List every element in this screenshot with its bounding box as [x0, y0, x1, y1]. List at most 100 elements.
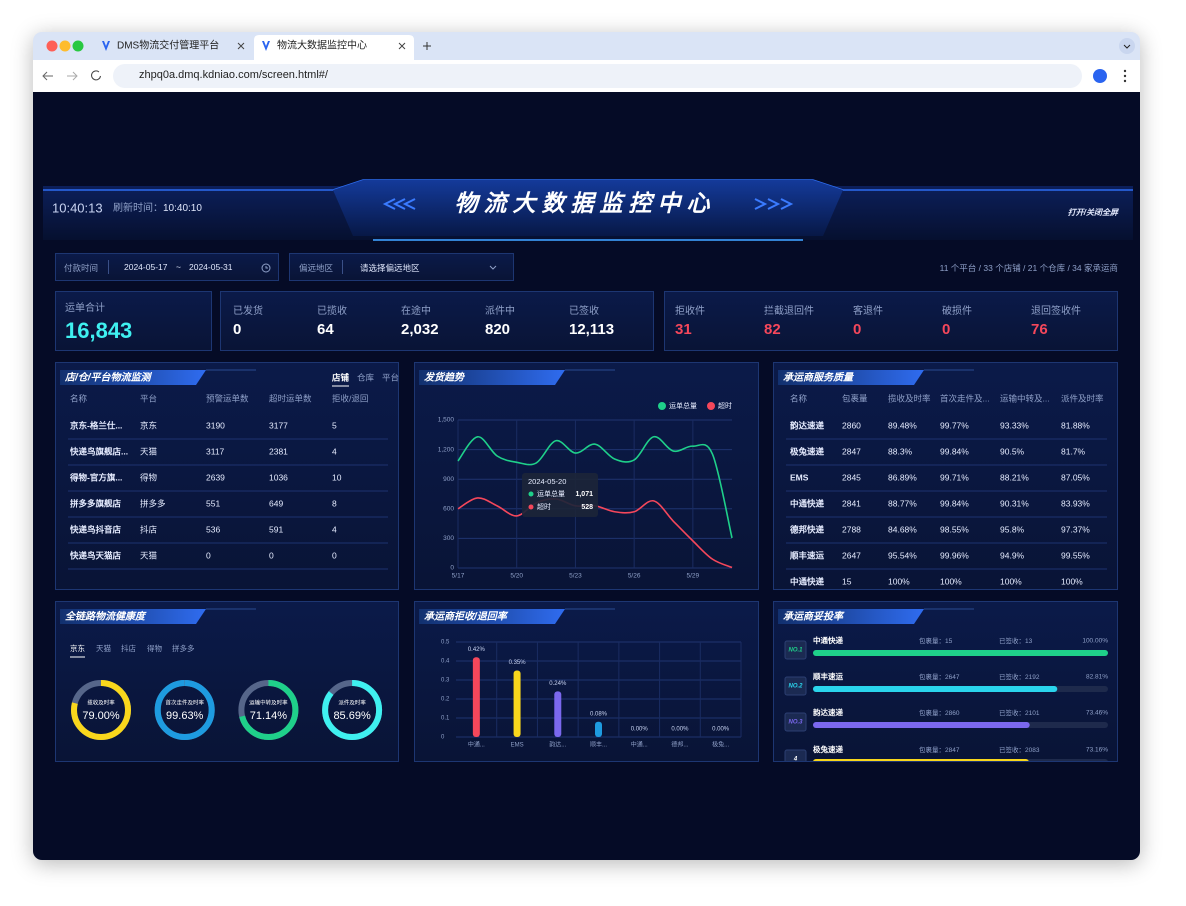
- rank-badge: [784, 640, 807, 660]
- tab-title[interactable]: DMS物流交付管理平台: [117, 39, 219, 52]
- active-tab[interactable]: [254, 35, 414, 60]
- close-dot[interactable]: [46, 40, 58, 52]
- cell: 得物: [140, 472, 158, 482]
- x-tick-label: 中通...: [468, 741, 485, 749]
- rate-label: 73.46%: [1086, 710, 1108, 717]
- column-header: 包裹量: [842, 393, 868, 403]
- filter-label: 付款时间: [64, 263, 99, 273]
- tab[interactable]: 平台: [382, 372, 399, 382]
- cell: 2788: [842, 524, 861, 534]
- cell: 2847: [842, 446, 861, 456]
- cell: 97.37%: [1061, 524, 1090, 534]
- tab-menu-icon: [1123, 44, 1131, 49]
- column-header: 派件及时率: [1061, 393, 1104, 403]
- maximize-dot[interactable]: [72, 40, 84, 52]
- stat-value: 31: [675, 321, 692, 338]
- cell: 100%: [888, 576, 910, 586]
- gauge-label: 揽收及时率: [87, 698, 115, 706]
- column-header: 运输中转及...: [1000, 393, 1050, 403]
- cell: 3177: [269, 420, 288, 430]
- cell: 2841: [842, 498, 861, 508]
- rank: 4: [793, 757, 798, 762]
- value-label: 0.24%: [549, 681, 567, 687]
- reload[interactable]: [91, 70, 101, 81]
- menu[interactable]: [1123, 69, 1127, 73]
- profile[interactable]: [1093, 69, 1107, 83]
- signed-label: 已签收：: [999, 672, 1025, 681]
- column-header: 名称: [790, 393, 808, 403]
- minimize-dot[interactable]: [59, 40, 71, 52]
- package-count: 包裹量：15: [919, 636, 953, 645]
- bar: [813, 759, 1029, 761]
- x-tick-label: 5/26: [628, 573, 641, 580]
- title-plate: [419, 609, 565, 624]
- package-value: 15: [945, 638, 953, 645]
- tab[interactable]: 得物: [147, 643, 162, 653]
- tab-menu[interactable]: [1119, 38, 1135, 54]
- package-label: 包裹量：: [919, 672, 945, 681]
- tab-title[interactable]: 物流大数据监控中心: [277, 39, 367, 52]
- stat-value: 16,843: [65, 318, 133, 343]
- tab[interactable]: 拼多多: [172, 643, 195, 653]
- address-bar: zhpq0a.dmq.kdniao.com/screen.html#/: [33, 60, 1140, 92]
- cell: 90.31%: [1000, 498, 1029, 508]
- region-select[interactable]: 偏远地区 请选择偏远地区: [289, 253, 514, 281]
- gauge-value: 99.63%: [166, 710, 204, 722]
- title-plate: [333, 180, 843, 236]
- value-label: 0.42%: [468, 647, 486, 653]
- menu: [1123, 74, 1127, 78]
- bar: [595, 721, 602, 737]
- tab[interactable]: 京东: [70, 643, 85, 653]
- cell: 快递鸟抖音店: [70, 524, 122, 534]
- cell: 88.3%: [888, 446, 913, 456]
- title-plate: [60, 370, 206, 385]
- cell: 81.88%: [1061, 420, 1090, 430]
- stat-label: 派件中: [485, 306, 515, 317]
- cell: 快递鸟天猫店: [70, 550, 122, 560]
- tab[interactable]: 店铺: [331, 372, 350, 382]
- bar: [813, 722, 1030, 728]
- legend-label: 运单总量: [669, 401, 697, 410]
- panel-title: 承运商妥投率: [783, 611, 845, 623]
- stat-label: 运单合计: [65, 303, 105, 314]
- url-field[interactable]: zhpq0a.dmq.kdniao.com/screen.html#/: [113, 64, 1082, 88]
- date-picker[interactable]: 付款时间 2024-05-17 ~ 2024-05-31: [55, 253, 279, 281]
- tab[interactable]: 仓库: [357, 372, 375, 382]
- rate-label: 82.81%: [1086, 674, 1108, 681]
- signed-value: 2083: [1025, 747, 1040, 754]
- forward[interactable]: [67, 71, 78, 81]
- url: zhpq0a.dmq.kdniao.com/screen.html#/: [139, 69, 328, 81]
- tab-close[interactable]: [237, 42, 245, 50]
- stat-label: 破损件: [942, 306, 972, 317]
- tab[interactable]: 天猫: [96, 643, 111, 653]
- value-label: 0.08%: [590, 711, 608, 717]
- x-tick-label: 中通...: [631, 741, 648, 749]
- cell: 99.84%: [940, 498, 969, 508]
- cell: 94.9%: [1000, 550, 1025, 560]
- value-label: 0.00%: [712, 727, 730, 733]
- back[interactable]: [42, 71, 53, 81]
- tooltip-name: 超时: [537, 502, 551, 511]
- tab-close[interactable]: [398, 42, 406, 50]
- tab[interactable]: 抖店: [121, 643, 136, 653]
- stat-value: 0: [233, 321, 242, 338]
- new-tab[interactable]: [423, 42, 431, 50]
- signed-label: 已签收：: [999, 745, 1025, 754]
- cell: 顺丰速运: [790, 550, 825, 560]
- stat-value: 76: [1031, 321, 1048, 338]
- panel-title: 店/仓/平台物流监测: [64, 372, 153, 384]
- cell: 649: [269, 498, 283, 508]
- fullscreen-toggle[interactable]: 打开/关闭全屏: [1068, 207, 1119, 217]
- legend-label: 超时: [718, 401, 732, 410]
- rate-label: 100.00%: [1082, 638, 1108, 645]
- stat-label: 已揽收: [317, 306, 347, 317]
- stat-value: 0: [942, 321, 951, 338]
- reject-rate-panel: 承运商拒收/退回率 0 0.1 0.2 0.3 0.4 0.5 0.42% 中通... 0.35%…: [419, 608, 742, 749]
- cell: 拼多多旗舰店: [70, 498, 122, 508]
- cell: 1036: [269, 472, 288, 482]
- cell: 551: [206, 498, 220, 508]
- column-header: 平台: [140, 393, 157, 403]
